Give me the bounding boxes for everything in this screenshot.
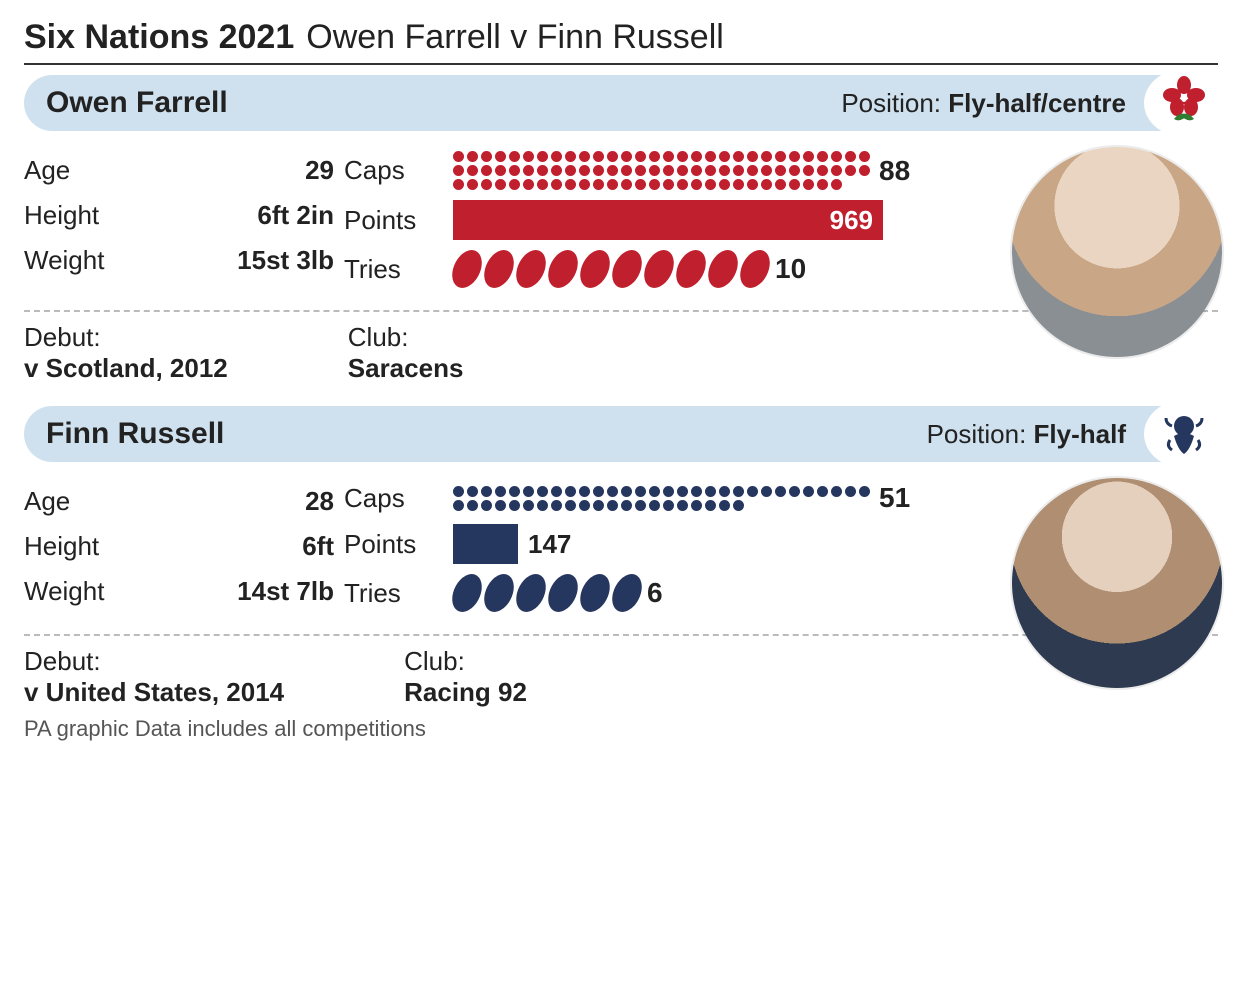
club-value: Saracens xyxy=(348,353,464,384)
scotland-thistle-icon xyxy=(1144,400,1224,468)
player-position: Position: Fly-half/centre xyxy=(841,88,1126,119)
debut-value: v United States, 2014 xyxy=(24,677,284,708)
club-label: Club: xyxy=(404,646,527,677)
tries-ovals xyxy=(453,250,769,288)
weight-label: Weight xyxy=(24,576,104,607)
page-title: Six Nations 2021 Owen Farrell v Finn Rus… xyxy=(24,18,1218,65)
age-value: 28 xyxy=(305,486,334,517)
tries-value: 10 xyxy=(775,253,806,285)
caps-dots xyxy=(453,151,873,190)
player-name: Finn Russell xyxy=(46,417,224,451)
tries-value: 6 xyxy=(647,577,663,609)
caps-label: Caps xyxy=(344,155,439,186)
player-card-russell: Finn Russell Position: Fly-half Age 28 He… xyxy=(24,406,1218,708)
debut-label: Debut: xyxy=(24,322,228,353)
career-stats: Caps 88 Points 969 Tries 10 xyxy=(344,141,983,298)
extra-info: Debut:v United States, 2014 Club:Racing … xyxy=(24,646,1218,708)
tries-label: Tries xyxy=(344,578,439,609)
club-value: Racing 92 xyxy=(404,677,527,708)
club-label: Club: xyxy=(348,322,464,353)
player-name: Owen Farrell xyxy=(46,86,228,120)
height-value: 6ft 2in xyxy=(257,200,334,231)
age-label: Age xyxy=(24,486,70,517)
weight-label: Weight xyxy=(24,245,104,276)
height-label: Height xyxy=(24,200,99,231)
points-label: Points xyxy=(344,529,439,560)
footer-credit: PA graphic Data includes all competition… xyxy=(24,716,1218,742)
player-photo xyxy=(1012,478,1222,688)
extra-info: Debut:v Scotland, 2012 Club:Saracens xyxy=(24,322,1218,384)
height-value: 6ft xyxy=(302,531,334,562)
age-value: 29 xyxy=(305,155,334,186)
points-label: Points xyxy=(344,205,439,236)
career-stats: Caps 51 Points 147 Tries 6 xyxy=(344,472,983,622)
age-label: Age xyxy=(24,155,70,186)
points-bar: 969 xyxy=(453,200,883,240)
player-card-farrell: Owen Farrell Position: Fly-half/centre A… xyxy=(24,75,1218,384)
player-header: Owen Farrell Position: Fly-half/centre xyxy=(24,75,1218,131)
bio-stats: Age 28 Height 6ft Weight 14st 7lb xyxy=(24,472,334,621)
title-rest: Owen Farrell v Finn Russell xyxy=(306,18,724,57)
caps-value: 88 xyxy=(879,155,910,187)
player-photo xyxy=(1012,147,1222,357)
player-header: Finn Russell Position: Fly-half xyxy=(24,406,1218,462)
tries-label: Tries xyxy=(344,254,439,285)
england-rose-icon xyxy=(1144,69,1224,137)
points-bar: 147 xyxy=(453,524,571,564)
caps-value: 51 xyxy=(879,482,910,514)
tries-ovals xyxy=(453,574,641,612)
player-position: Position: Fly-half xyxy=(927,419,1126,450)
caps-dots xyxy=(453,486,873,511)
caps-label: Caps xyxy=(344,483,439,514)
debut-label: Debut: xyxy=(24,646,284,677)
height-label: Height xyxy=(24,531,99,562)
title-bold: Six Nations 2021 xyxy=(24,18,294,57)
debut-value: v Scotland, 2012 xyxy=(24,353,228,384)
bio-stats: Age 29 Height 6ft 2in Weight 15st 3lb xyxy=(24,141,334,290)
weight-value: 14st 7lb xyxy=(237,576,334,607)
weight-value: 15st 3lb xyxy=(237,245,334,276)
